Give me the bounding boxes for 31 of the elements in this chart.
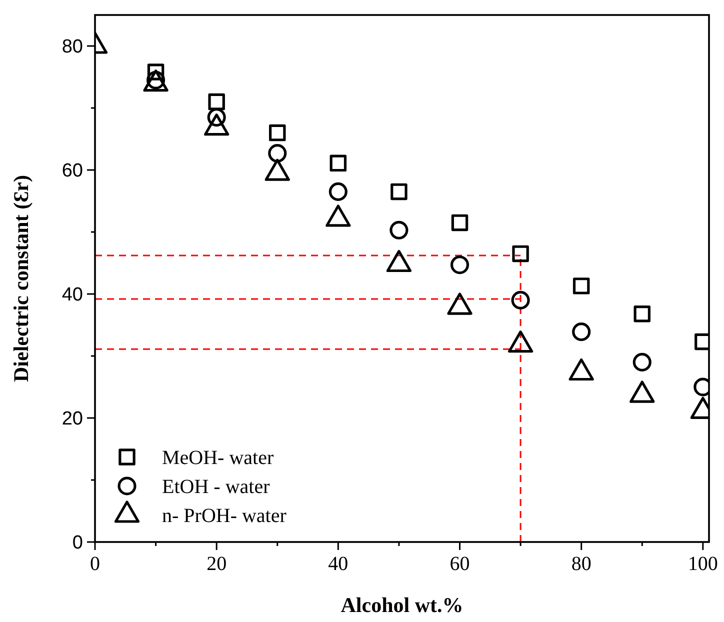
x-tick-label: 40 <box>328 553 348 575</box>
y-tick-label: 40 <box>62 284 83 306</box>
x-tick-label: 0 <box>90 553 100 575</box>
point <box>572 322 591 342</box>
point <box>634 305 650 322</box>
point <box>450 256 470 274</box>
point <box>511 290 530 310</box>
point <box>632 352 652 372</box>
point <box>390 220 408 240</box>
point <box>268 144 287 163</box>
point <box>269 124 286 142</box>
point <box>328 182 348 201</box>
point <box>512 245 529 262</box>
x-tick-label: 60 <box>450 553 470 575</box>
legend-label: MeOH- water <box>162 447 274 469</box>
point <box>451 214 468 232</box>
y-tick-label: 80 <box>62 36 83 58</box>
x-axis-title: Alcohol wt.% <box>340 593 464 617</box>
legend-label: n- PrOH- water <box>162 505 287 527</box>
point <box>390 183 408 200</box>
x-tick-label: 80 <box>571 553 592 575</box>
point <box>572 278 590 294</box>
y-tick-label: 60 <box>62 160 83 182</box>
y-tick-label: 0 <box>72 532 83 554</box>
y-tick-label: 20 <box>62 408 83 430</box>
x-tick-label: 20 <box>206 553 227 575</box>
y-axis-title: Dielectric constant (Ɛr) <box>9 175 33 382</box>
point <box>208 93 225 110</box>
point <box>330 154 347 172</box>
x-tick-label: 100 <box>688 553 718 575</box>
legend-label: EtOH - water <box>162 476 270 498</box>
